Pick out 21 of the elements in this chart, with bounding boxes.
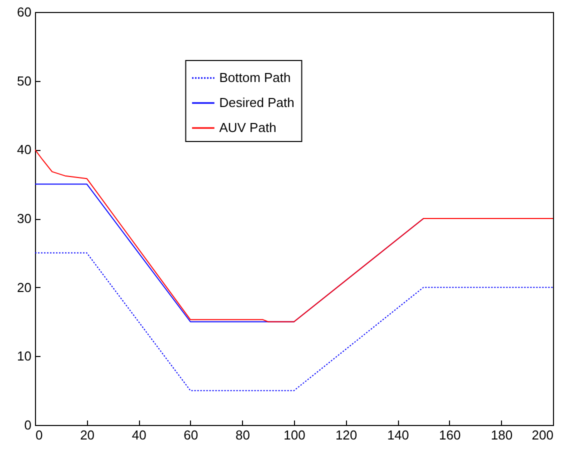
x-tick-label: 0 bbox=[36, 428, 43, 442]
x-tick-label: 200 bbox=[532, 428, 554, 442]
y-tick-label: 0 bbox=[24, 418, 32, 432]
x-tick-label: 40 bbox=[132, 428, 146, 442]
x-tick-label: 60 bbox=[184, 428, 198, 442]
y-tick-label: 30 bbox=[17, 211, 32, 226]
y-tick-label: 10 bbox=[17, 348, 32, 364]
legend-label: Desired Path bbox=[219, 95, 294, 110]
y-tick-label: 40 bbox=[17, 142, 32, 158]
y-tick-label: 50 bbox=[17, 73, 32, 88]
y-tick-label: 20 bbox=[17, 280, 32, 295]
legend-label: AUV Path bbox=[219, 120, 276, 135]
legend-label: Bottom Path bbox=[219, 70, 291, 85]
x-tick-label: 100 bbox=[284, 428, 306, 442]
x-tick-label: 20 bbox=[80, 428, 95, 442]
x-tick-label: 180 bbox=[490, 428, 513, 442]
x-tick-label: 140 bbox=[387, 428, 409, 442]
y-tick-label: 60 bbox=[17, 4, 32, 20]
x-tick-label: 160 bbox=[439, 428, 461, 442]
x-tick-label: 120 bbox=[335, 428, 358, 442]
x-tick-label: 80 bbox=[235, 428, 250, 442]
